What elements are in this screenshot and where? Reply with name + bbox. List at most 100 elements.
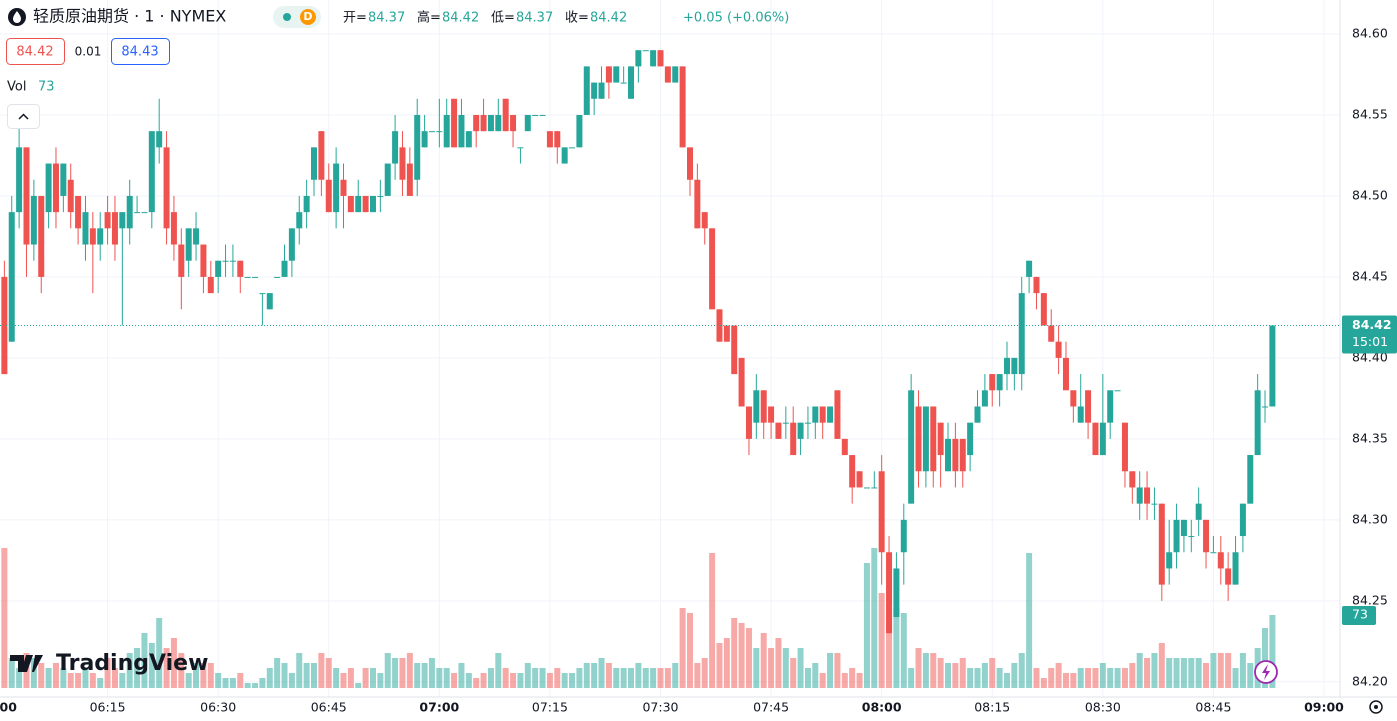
volume-bar — [421, 663, 428, 688]
axes: 84.6084.5584.5084.4584.4084.3584.3084.25… — [0, 25, 1397, 715]
collapse-button[interactable] — [7, 104, 40, 129]
candle-body — [782, 422, 789, 424]
candle-body — [996, 374, 1003, 391]
candle-body — [598, 82, 605, 99]
x-tick-label: 08:45 — [1195, 700, 1231, 715]
volume-bar — [723, 638, 730, 688]
volume-bar — [768, 648, 775, 688]
volume-bar — [303, 663, 310, 688]
volume-bar — [502, 668, 509, 688]
candle-body — [650, 50, 657, 67]
candle-body — [1158, 503, 1165, 585]
volume-bar — [104, 658, 111, 688]
volume-bar — [893, 608, 900, 688]
volume-bar — [554, 668, 561, 688]
volume-bar — [1055, 663, 1062, 688]
volume-bar — [908, 668, 915, 688]
candle-body — [185, 228, 192, 261]
candle-body — [333, 163, 340, 213]
volume-bar — [650, 668, 657, 688]
y-tick-label: 84.50 — [1352, 187, 1388, 202]
candle-body — [97, 228, 104, 245]
volume-bar — [1144, 658, 1151, 688]
candle-body — [1254, 390, 1261, 456]
candle-body — [1188, 536, 1195, 538]
volume-bar — [384, 653, 391, 688]
candle-body — [473, 114, 480, 132]
volume-bar — [878, 593, 885, 688]
volume-bar — [325, 658, 332, 688]
candle-body — [1070, 390, 1077, 407]
volume-bar — [1099, 663, 1106, 688]
volume-bar — [517, 673, 524, 688]
candle-body — [1055, 341, 1062, 358]
candle-body — [502, 98, 509, 132]
candle-body — [849, 455, 856, 488]
volume-bar — [215, 673, 222, 688]
volume-bar — [546, 673, 553, 688]
candle-body — [672, 66, 679, 83]
candle-body — [200, 244, 207, 277]
volume-bar — [318, 653, 325, 688]
ask-box[interactable] — [111, 38, 170, 65]
candle-body — [893, 568, 900, 618]
x-tick-label: 07:45 — [753, 700, 789, 715]
volume-bar — [915, 648, 922, 688]
candle-body — [443, 114, 450, 148]
candle-body — [731, 325, 738, 375]
x-tick-label: 07:15 — [532, 700, 568, 715]
candle-body — [170, 212, 177, 245]
volume-bar — [67, 673, 74, 688]
candle-body — [126, 195, 133, 229]
candle-body — [605, 66, 612, 83]
candle-body — [119, 212, 126, 229]
volume-bar — [701, 658, 708, 688]
candle-layer — [1, 50, 1276, 634]
volume-bar — [620, 668, 627, 688]
candle-body — [930, 406, 937, 472]
volume-bar — [738, 623, 745, 688]
volume-bar — [244, 683, 251, 688]
candle-body — [392, 131, 399, 164]
volume-bar — [753, 648, 760, 688]
candle-body — [591, 82, 598, 99]
volume-bar — [436, 668, 443, 688]
volume-bar — [252, 683, 259, 688]
volume-bar — [797, 648, 804, 688]
x-tick-label: 07:30 — [642, 700, 678, 715]
candle-body — [60, 163, 67, 196]
volume-bar — [1180, 658, 1187, 688]
candle-body — [569, 147, 576, 149]
candle-body — [1144, 487, 1151, 504]
volume-bar — [804, 668, 811, 688]
volume-bar — [605, 663, 612, 688]
volume-bar — [347, 668, 354, 688]
change: +0.05 (+0.06%) — [683, 11, 789, 26]
candle-body — [716, 309, 723, 342]
candle-body — [981, 390, 988, 407]
candle-body — [82, 212, 89, 245]
volume-bar — [266, 668, 273, 688]
volume-bar — [487, 668, 494, 688]
candle-body — [1173, 519, 1180, 553]
settings-button[interactable] — [1369, 700, 1383, 714]
volume-bar — [930, 653, 937, 688]
candle-body — [974, 406, 981, 423]
candle-body — [1225, 568, 1232, 585]
candle-body — [458, 114, 465, 148]
volume-bar — [812, 663, 819, 688]
volume-bar — [716, 643, 723, 688]
candle-body — [414, 114, 421, 180]
volume-bar — [1011, 663, 1018, 688]
candle-body — [635, 50, 642, 67]
candle-body — [384, 163, 391, 196]
candle-body — [156, 131, 163, 148]
bid-box[interactable] — [6, 38, 65, 65]
volume-bar — [745, 628, 752, 688]
volume-bar — [200, 663, 207, 688]
ohlc-value: 84.37 — [516, 11, 553, 26]
candle-body — [679, 66, 686, 148]
y-tick-label: 84.25 — [1352, 592, 1388, 607]
candle-body — [510, 114, 517, 132]
candle-body — [908, 390, 915, 504]
